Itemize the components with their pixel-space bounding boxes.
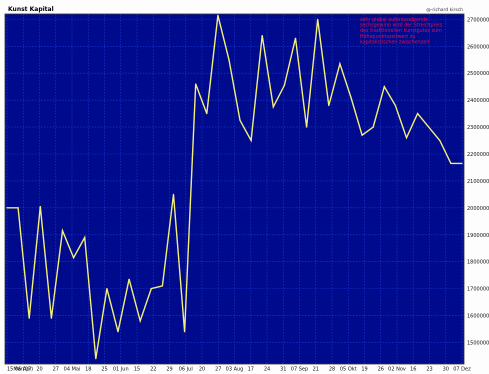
data-point	[361, 134, 363, 136]
data-point	[84, 236, 86, 239]
y-tick-label: 1500000	[467, 340, 489, 346]
data-points	[6, 14, 463, 360]
data-point	[28, 317, 30, 319]
x-tick-label: 01 Jun	[113, 367, 129, 373]
x-tick-label: 06 Apr	[15, 367, 33, 373]
data-point	[417, 113, 419, 115]
x-tick-label: 25	[101, 367, 107, 373]
y-tick-label: 1600000	[467, 314, 489, 320]
x-tick-label: 29	[166, 367, 172, 373]
data-point	[428, 126, 430, 128]
data-point	[106, 288, 108, 290]
data-point	[283, 84, 286, 86]
data-point	[405, 137, 408, 139]
chart-credit: @-richard kirsch	[426, 7, 463, 13]
data-point	[117, 331, 119, 333]
data-point	[239, 119, 241, 121]
x-tick-label: 27	[53, 367, 59, 373]
data-point	[272, 106, 274, 108]
x-tick-label: 15Mar(07)	[7, 367, 33, 373]
series-line	[7, 15, 462, 359]
data-point	[72, 257, 75, 259]
x-tick-label: 03 Aug	[226, 367, 244, 373]
data-point	[350, 96, 352, 99]
data-point	[250, 139, 252, 142]
data-point	[128, 278, 130, 280]
data-point	[294, 37, 297, 39]
data-point	[328, 104, 330, 107]
y-tick-label: 2500000	[467, 71, 489, 77]
data-point	[150, 288, 152, 290]
x-tick-label: 20	[199, 367, 205, 373]
data-point	[139, 320, 141, 322]
y-tick-label: 1800000	[467, 260, 489, 266]
x-tick-label: 02 Nov	[388, 367, 406, 373]
data-point	[450, 162, 452, 165]
x-tick-label: 20	[36, 367, 42, 373]
x-tick-label: 16	[410, 367, 416, 373]
annotation-line: sehr global auferzusetzende	[360, 17, 428, 23]
data-point	[306, 126, 308, 128]
annotation-line: Höhepunktszeitwert zu	[360, 34, 415, 40]
data-point	[17, 207, 19, 209]
data-point	[206, 113, 208, 115]
data-point	[228, 59, 230, 61]
data-point	[339, 63, 341, 65]
y-tick-label: 1900000	[467, 233, 489, 239]
x-tick-label: 06 Jul	[179, 367, 193, 373]
x-tick-label: 18	[85, 367, 91, 373]
data-point	[50, 317, 52, 319]
x-tick-label: 24	[264, 367, 270, 373]
x-tick-label: 07 Dez	[453, 367, 471, 373]
data-point	[39, 205, 41, 208]
annotation-line: des traditionellen kunstgutes zum	[360, 28, 442, 34]
y-tick-label: 2700000	[467, 17, 489, 23]
chart-title: Kunst Kapital	[8, 6, 54, 13]
y-tick-label: 1700000	[467, 287, 489, 293]
data-point	[95, 358, 97, 360]
y-tick-label: 2400000	[467, 98, 489, 104]
x-tick-label: 22	[150, 367, 156, 373]
x-tick-label: 05 Okt	[340, 367, 357, 373]
x-tick-label: 15	[134, 367, 140, 373]
data-point	[161, 285, 163, 287]
x-tick-label: 04 Mai	[64, 367, 81, 373]
data-point	[172, 193, 175, 195]
x-tick-label: 23	[426, 367, 432, 373]
x-tick-label: 07 Sep	[291, 367, 308, 373]
x-tick-label: 19	[361, 367, 367, 373]
y-tick-label: 2100000	[467, 179, 489, 185]
annotation-line: sechsgewinn wird der Streichpreis	[360, 23, 443, 29]
data-point	[195, 83, 197, 85]
y-tick-label: 2200000	[467, 152, 489, 158]
data-point	[372, 126, 374, 128]
x-tick-label: 26	[378, 367, 384, 373]
data-point	[317, 18, 319, 20]
data-point	[217, 14, 219, 16]
data-point	[261, 34, 263, 37]
y-axis-ticks: 1500000 1600000 1700000 1800000 1900000 20000…	[467, 17, 489, 346]
data-point	[461, 162, 463, 165]
data-point	[183, 331, 186, 333]
y-tick-label: 2300000	[467, 125, 489, 131]
y-tick-label: 2000000	[467, 206, 489, 212]
x-tick-label: 31	[280, 367, 286, 373]
data-point	[439, 139, 441, 142]
x-axis-ticks: 15Mar(07)06 Apr 20 27 04 Mai 18 25 01 Jun 15 22 2…	[7, 367, 471, 373]
x-tick-label: 30	[443, 367, 449, 373]
data-point	[6, 207, 8, 209]
data-point	[383, 86, 385, 88]
data-point	[61, 230, 64, 232]
x-tick-label: 27	[215, 367, 221, 373]
x-tick-label: 17	[248, 367, 254, 373]
annotation-line: kapitalistischen zwischenzeit	[360, 39, 430, 45]
y-tick-label: 2600000	[467, 44, 489, 50]
x-tick-label: 28	[329, 367, 335, 373]
data-point	[394, 104, 397, 107]
x-tick-label: 21	[313, 367, 319, 373]
